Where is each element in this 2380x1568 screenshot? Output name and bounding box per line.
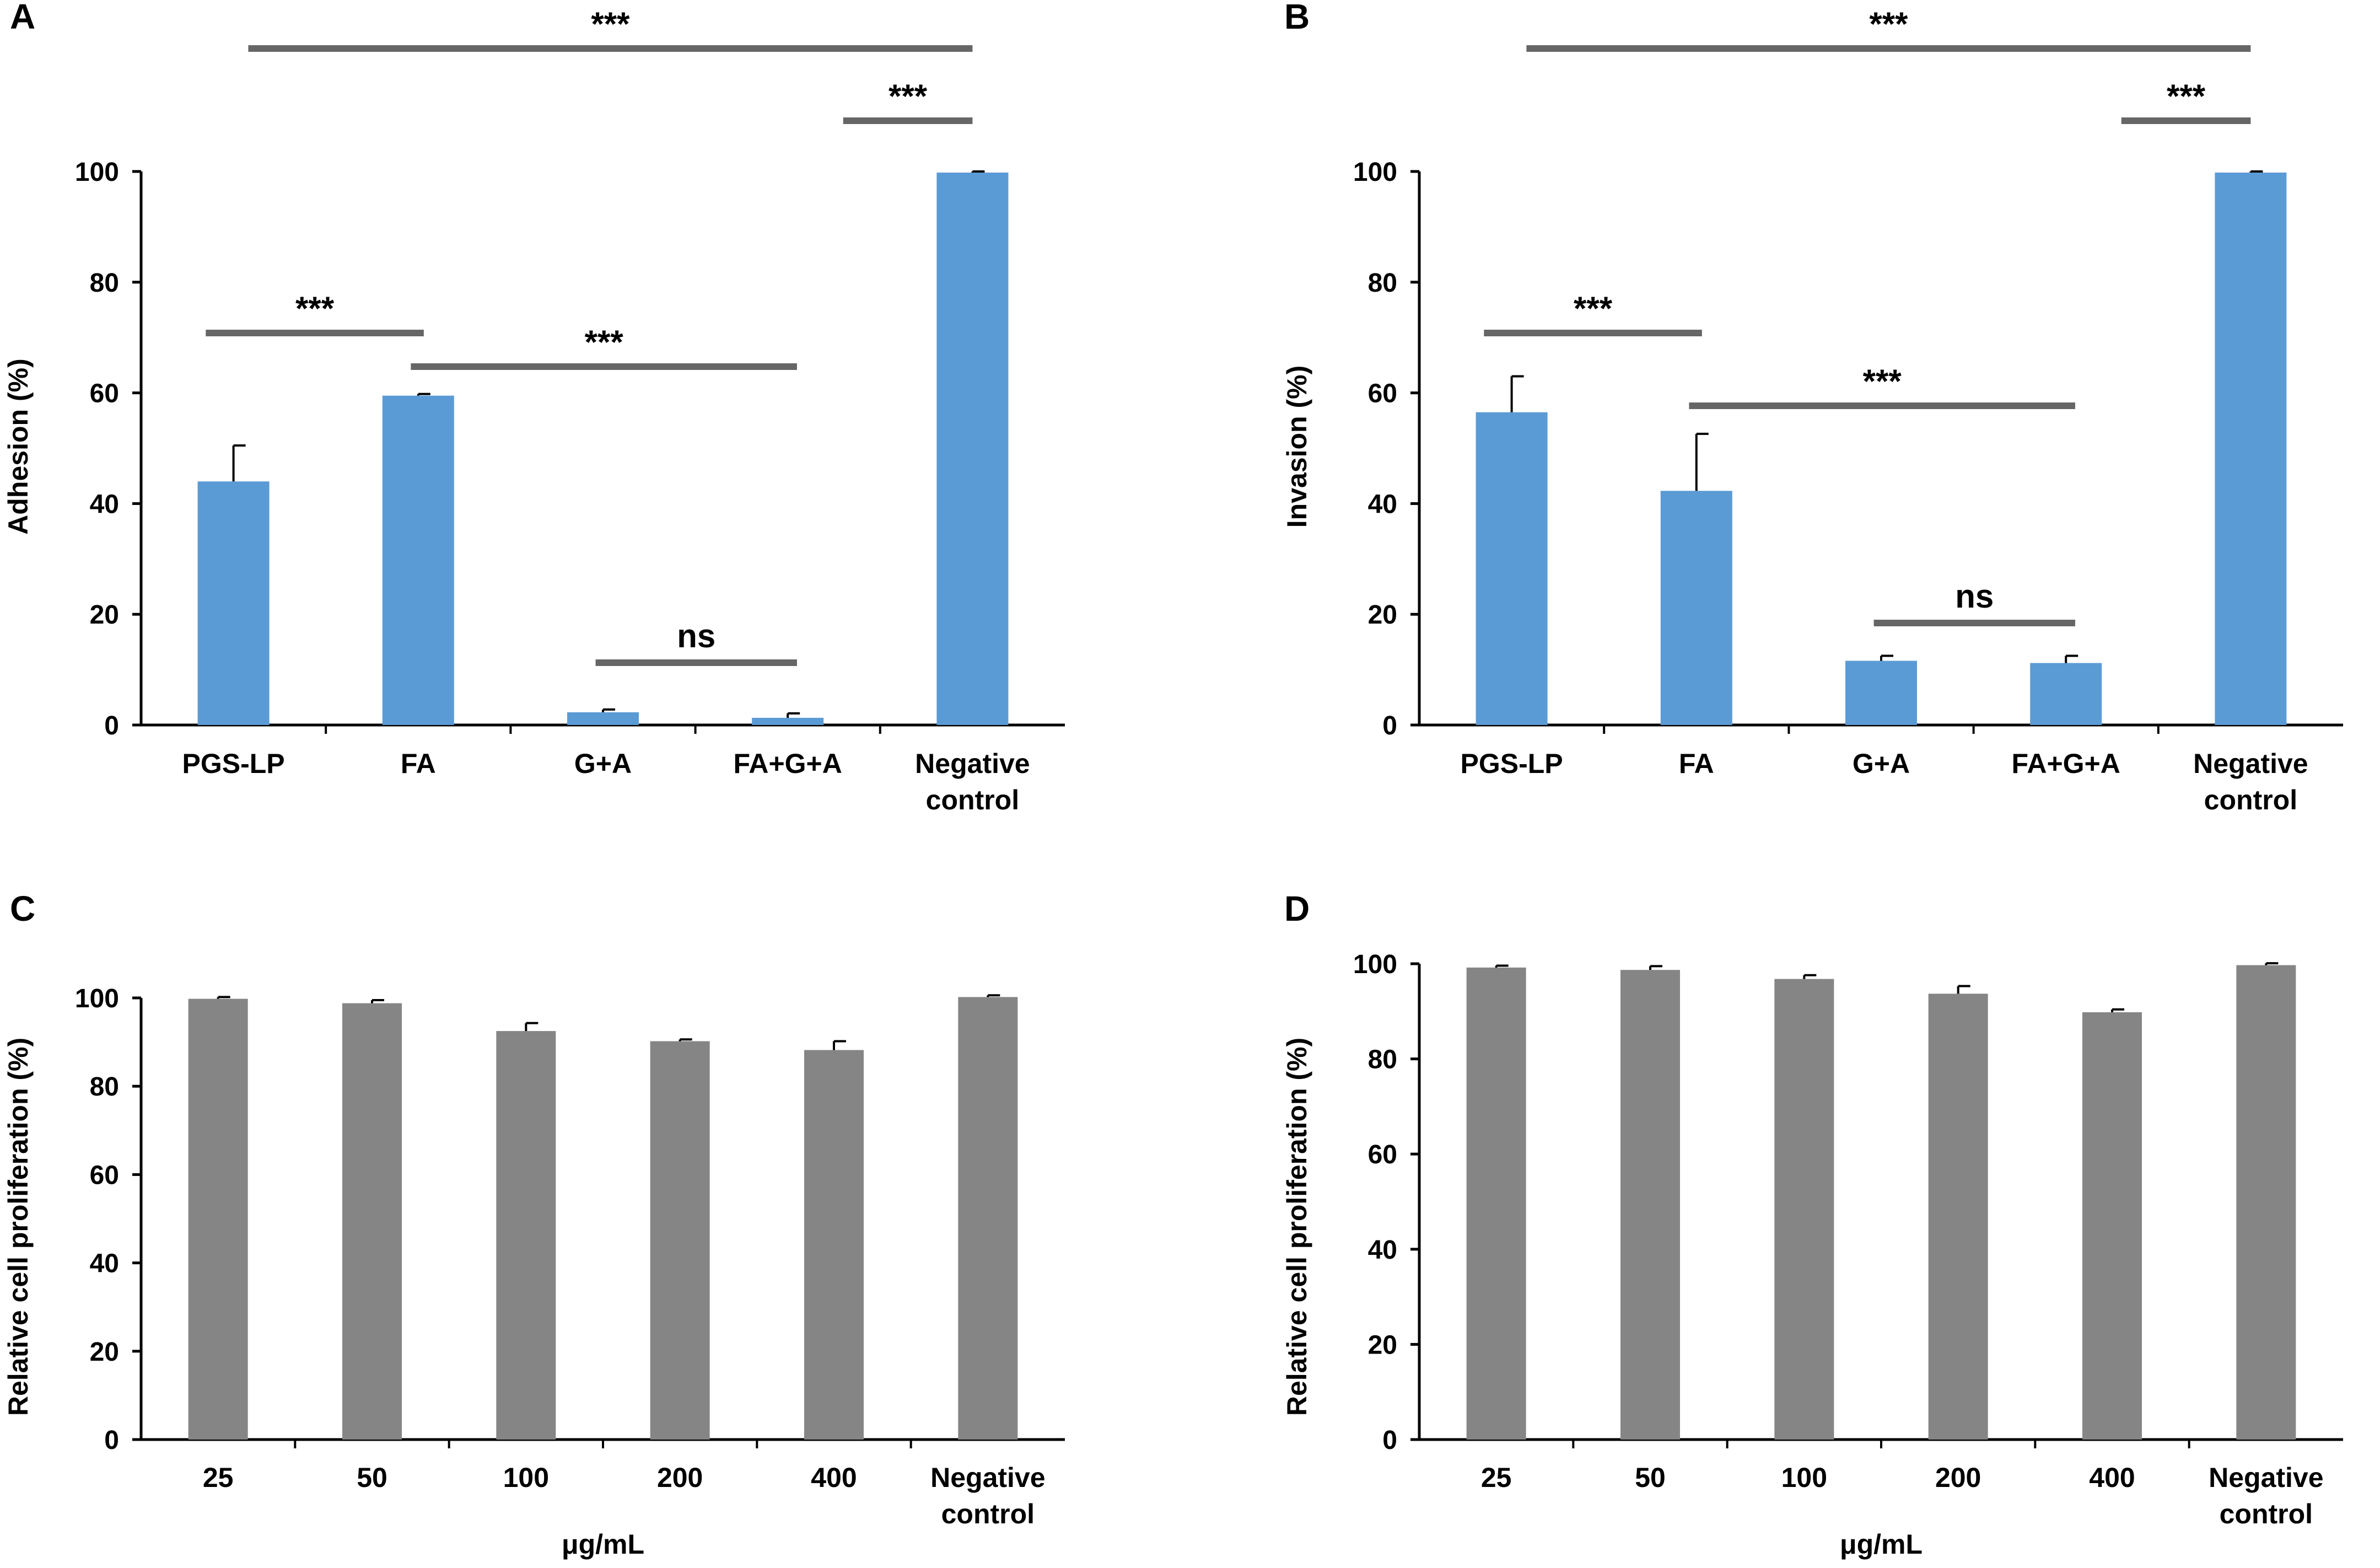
x-category-label: FA+G+A (2012, 748, 2120, 779)
x-category-label: 200 (657, 1462, 703, 1493)
y-axis-title: Invasion (%) (1281, 366, 1312, 528)
x-category-label: Negative (930, 1462, 1045, 1493)
significance-label: *** (1869, 6, 1908, 42)
chart-panel-a: A Adhesion (%) 0 20 40 60 80 100 PGS-LP FA G+A FA+G… (3, 0, 1065, 815)
y-tick-label: 80 (1368, 269, 1397, 298)
x-category-label: 25 (203, 1462, 234, 1493)
chart-panel-d: D Relative cell proliferation (%) 0 20 40 60 8… (1281, 889, 2343, 1560)
significance-label: *** (889, 78, 928, 115)
significance-label: *** (585, 324, 624, 361)
bar-a-3 (752, 717, 824, 725)
bar-d-2 (1774, 979, 1834, 1440)
x-category-label: PGS-LP (182, 748, 285, 779)
chart-panel-b: B Invasion (%) 0 20 40 60 80 100 PGS-LP FA G+A FA+G… (1281, 0, 2343, 815)
y-axis-title: Relative cell proliferation (%) (3, 1038, 34, 1416)
x-category-label: 25 (1481, 1462, 1512, 1493)
y-axis-title: Relative cell proliferation (%) (1281, 1038, 1312, 1416)
x-category-label: FA (401, 748, 436, 779)
bar-a-0 (197, 481, 270, 725)
bar-d-5 (2236, 965, 2296, 1440)
y-tick-label: 60 (1368, 379, 1397, 409)
x-category-label: control (2204, 785, 2297, 815)
significance-label: *** (295, 290, 335, 327)
bar-a-2 (567, 712, 639, 725)
bar-d-0 (1466, 967, 1526, 1440)
x-category-label: Negative (915, 748, 1030, 779)
bar-b-0 (1476, 412, 1548, 725)
x-category-label: 400 (811, 1462, 857, 1493)
y-tick-label: 40 (90, 490, 119, 519)
significance-label: *** (1574, 290, 1613, 327)
y-axis-title: Adhesion (%) (3, 358, 34, 534)
y-tick-label: 80 (90, 269, 119, 298)
bar-a-1 (382, 395, 454, 725)
significance-label: ns (677, 617, 715, 654)
bar-c-1 (342, 1003, 402, 1440)
bar-d-3 (1928, 994, 1988, 1440)
x-category-label: FA+G+A (734, 748, 842, 779)
x-category-label: G+A (574, 748, 632, 779)
bar-a-4 (936, 173, 1009, 725)
x-axis-title: μg/mL (1840, 1529, 1923, 1560)
x-category-label: control (2220, 1499, 2313, 1529)
bar-b-3 (2030, 663, 2102, 725)
y-tick-label: 80 (1368, 1045, 1397, 1075)
x-category-label: 100 (503, 1462, 549, 1493)
panel-label: B (1284, 0, 1310, 36)
y-tick-label: 60 (90, 1161, 119, 1190)
y-tick-label: 100 (75, 158, 119, 187)
x-category-label: PGS-LP (1461, 748, 1563, 779)
bar-d-4 (2082, 1012, 2142, 1440)
x-category-label: control (941, 1499, 1035, 1529)
y-tick-label: 100 (1353, 158, 1397, 187)
x-category-label: Negative (2209, 1462, 2323, 1493)
y-tick-label: 100 (1353, 950, 1397, 979)
y-tick-label: 20 (90, 1338, 119, 1367)
y-tick-label: 20 (1368, 600, 1397, 630)
bar-b-1 (1660, 491, 1732, 725)
y-tick-label: 100 (75, 984, 119, 1013)
y-tick-label: 0 (1382, 711, 1397, 740)
x-category-label: Negative (2193, 748, 2308, 779)
x-category-label: G+A (1853, 748, 1910, 779)
y-tick-label: 0 (1382, 1426, 1397, 1455)
y-tick-label: 60 (1368, 1140, 1397, 1169)
bar-c-4 (804, 1050, 864, 1440)
y-tick-label: 80 (90, 1072, 119, 1102)
x-axis-title: μg/mL (562, 1529, 644, 1560)
y-tick-label: 0 (104, 1426, 119, 1455)
bar-c-2 (496, 1031, 556, 1440)
y-tick-label: 0 (104, 711, 119, 740)
chart-panel-c: C Relative cell proliferation (%) 0 20 40 60 8… (3, 889, 1065, 1560)
x-category-label: FA (1679, 748, 1714, 779)
significance-label: *** (591, 6, 630, 42)
bar-c-3 (650, 1041, 710, 1440)
panel-label: D (1284, 889, 1310, 928)
x-category-label: 100 (1781, 1462, 1827, 1493)
bar-c-5 (958, 997, 1018, 1440)
significance-label: ns (1955, 578, 1994, 615)
x-category-label: control (926, 785, 1019, 815)
x-category-label: 400 (2089, 1462, 2135, 1493)
y-tick-label: 60 (90, 379, 119, 409)
significance-label: *** (1863, 363, 1902, 400)
bar-d-1 (1620, 970, 1680, 1440)
y-tick-label: 40 (1368, 490, 1397, 519)
significance-label: *** (2167, 78, 2206, 115)
bar-c-0 (188, 998, 248, 1440)
y-tick-label: 20 (90, 600, 119, 630)
x-category-label: 50 (357, 1462, 387, 1493)
panel-label: C (10, 889, 35, 928)
x-category-label: 200 (1935, 1462, 1981, 1493)
bar-b-2 (1845, 661, 1917, 725)
panel-label: A (10, 0, 35, 36)
x-category-label: 50 (1635, 1462, 1666, 1493)
bar-b-4 (2215, 173, 2287, 725)
y-tick-label: 40 (90, 1249, 119, 1279)
y-tick-label: 40 (1368, 1236, 1397, 1265)
y-tick-label: 20 (1368, 1330, 1397, 1360)
